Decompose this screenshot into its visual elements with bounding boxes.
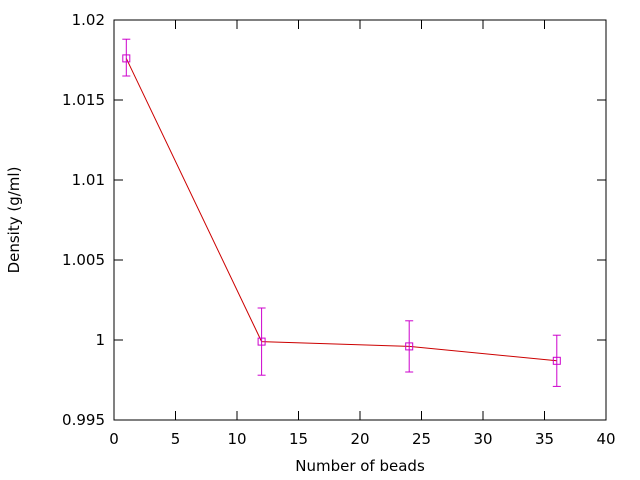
x-tick-label: 10: [227, 430, 246, 448]
y-tick-label: 0.995: [62, 411, 105, 429]
x-tick-label: 20: [350, 430, 369, 448]
data-point-marker: [405, 342, 414, 351]
x-axis-label: Number of beads: [295, 457, 425, 475]
data-point-marker: [552, 356, 561, 365]
x-tick-label: 5: [171, 430, 181, 448]
data-point-marker: [122, 54, 131, 63]
y-axis-label: Density (g/ml): [5, 167, 23, 274]
ticks-group: 0 5 10 15 20 25 30 35 40 0.995 1 1.005 1.01 1.015 1.02: [62, 11, 616, 448]
y-tick-label: 1: [95, 331, 105, 349]
y-tick-label: 1.01: [72, 171, 105, 189]
series-layer: [122, 38, 561, 387]
plot-frame: [113, 19, 607, 421]
x-tick-label: 35: [535, 430, 554, 448]
y-tick-label: 1.02: [72, 11, 105, 29]
series-line: [125, 58, 557, 362]
x-tick-label: 0: [109, 430, 119, 448]
x-tick-label: 30: [473, 430, 492, 448]
data-point-marker: [257, 337, 266, 346]
x-tick-label: 25: [412, 430, 431, 448]
x-tick-label: 15: [289, 430, 308, 448]
y-tick-label: 1.015: [62, 91, 105, 109]
x-tick-label: 40: [596, 430, 615, 448]
y-tick-label: 1.005: [62, 251, 105, 269]
